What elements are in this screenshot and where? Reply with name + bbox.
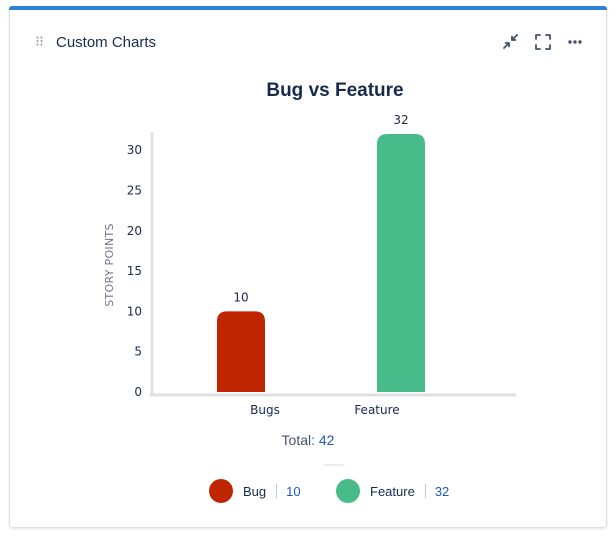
legend-value-feature: 32 [434, 483, 450, 499]
divider [324, 464, 344, 466]
y-tick-label: 15 [127, 264, 142, 278]
chart-title: Bug vs Feature [266, 80, 403, 101]
legend-label-bug: Bug [243, 483, 267, 499]
legend-label-feature: Feature [370, 483, 415, 499]
legend-separator [276, 484, 278, 498]
legend-swatch-bug [209, 479, 233, 503]
data-label: 32 [393, 113, 408, 127]
x-tick-label: Bugs [250, 403, 280, 417]
y-axis-label: STORY POINTS [103, 223, 116, 307]
bar-bugs[interactable] [217, 311, 265, 392]
card-title: Custom Charts [56, 34, 157, 51]
total-summary: Total: 42 [0, 432, 616, 448]
legend-item-feature[interactable]: Feature 32 [336, 478, 449, 504]
minimize-icon[interactable] [501, 32, 521, 52]
y-tick-label: 5 [134, 345, 142, 359]
data-label: 10 [233, 290, 248, 304]
legend-item-bug[interactable]: Bug 10 [209, 478, 301, 504]
y-tick-label: 30 [127, 143, 142, 157]
more-icon[interactable] [565, 32, 585, 52]
legend-swatch-feature [336, 479, 360, 503]
y-tick-label: 25 [127, 183, 142, 197]
total-label: Total: [281, 432, 315, 448]
legend-separator [424, 484, 426, 498]
legend-value-bug: 10 [286, 483, 301, 499]
x-tick-label: Feature [354, 403, 399, 417]
drag-handle-icon[interactable] [36, 36, 44, 48]
y-tick-label: 10 [127, 304, 142, 318]
fullscreen-icon[interactable] [533, 32, 553, 52]
y-tick-label: 20 [127, 224, 142, 238]
bar-feature[interactable] [377, 134, 425, 392]
chart-card: Custom Charts [9, 6, 607, 528]
y-tick-label: 0 [134, 385, 142, 399]
card-accent-bar [9, 6, 607, 10]
total-value: 42 [318, 432, 335, 448]
